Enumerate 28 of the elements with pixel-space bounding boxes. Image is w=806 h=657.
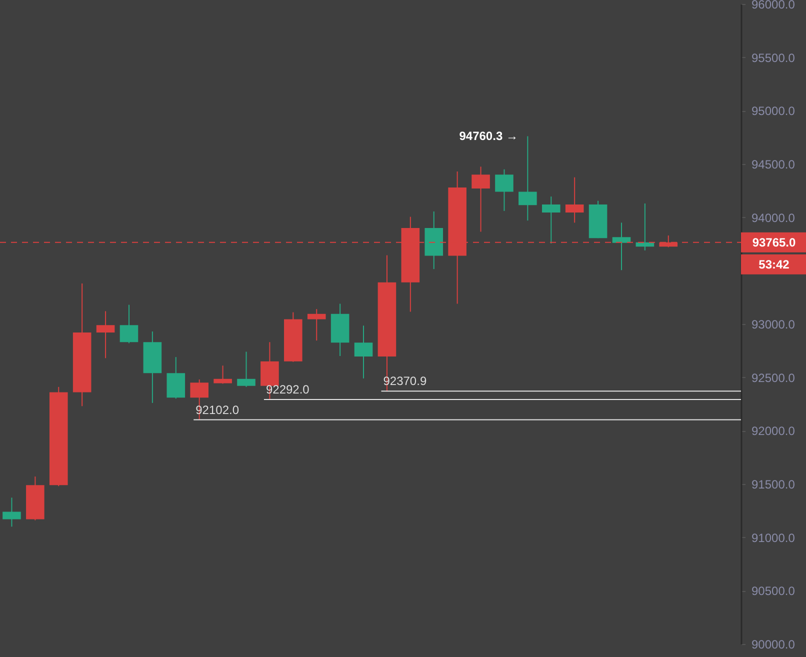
y-tick-label: 91000.0 — [752, 530, 796, 545]
y-tick-label: 96000.0 — [752, 0, 796, 12]
y-tick-label: 91500.0 — [752, 478, 796, 492]
candlestick — [612, 222, 631, 271]
candlestick — [120, 304, 138, 344]
y-tick-label: 92500.0 — [752, 370, 796, 385]
annotation: 94760.3 → — [459, 129, 518, 144]
y-tick-label: 90000.0 — [752, 638, 796, 652]
y-tick-label: 95500.0 — [752, 50, 796, 65]
y-tick-label: 94500.0 — [752, 158, 796, 172]
candlestick — [237, 351, 256, 388]
candlestick — [542, 196, 560, 244]
candlestick — [307, 308, 326, 342]
y-tick-label: 95000.0 — [752, 104, 796, 118]
candlestick — [518, 136, 537, 222]
candlestick — [495, 168, 514, 212]
candlestick — [565, 176, 584, 224]
text: 53:42 — [758, 257, 790, 272]
candlestick — [2, 497, 21, 528]
y-tick-label: 94000.0 — [752, 210, 796, 225]
y-tick-label: 92000.0 — [752, 424, 796, 438]
candlestick — [96, 310, 115, 359]
candlestick — [354, 325, 373, 379]
y-tick-label: 93000.0 — [752, 318, 796, 332]
y-tick-label: 90500.0 — [752, 584, 796, 598]
ref-line-label: 93765.0 — [752, 235, 796, 250]
candlestick — [472, 166, 490, 232]
candlestick — [214, 365, 232, 384]
